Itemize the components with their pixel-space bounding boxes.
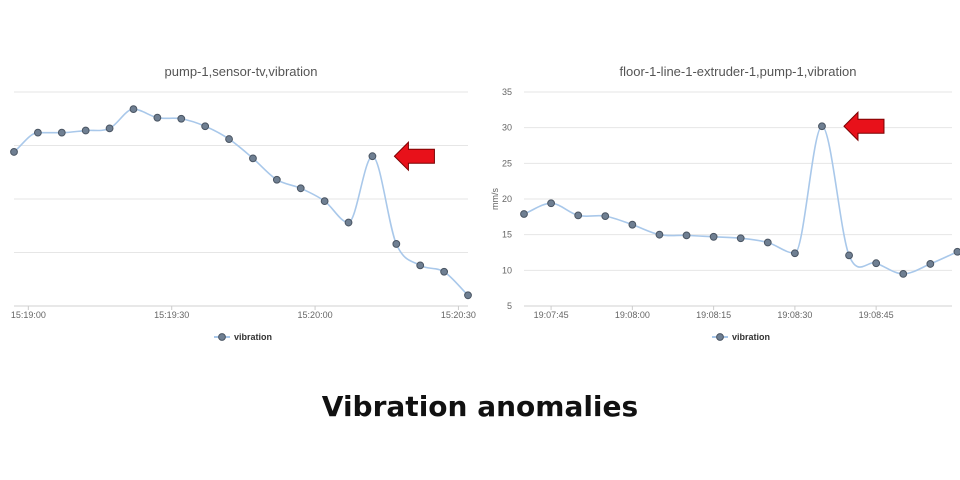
x-tick-label: 19:08:15 xyxy=(696,310,731,320)
y-axis-label: mm/s xyxy=(490,188,500,210)
data-point xyxy=(129,105,138,114)
data-point xyxy=(81,126,90,135)
arrow-shape xyxy=(393,140,435,172)
x-tick-label: 15:20:00 xyxy=(298,310,333,320)
y-tick-label: 20 xyxy=(502,194,512,204)
x-tick-label: 15:20:30 xyxy=(441,310,476,320)
data-point xyxy=(926,260,935,268)
data-point xyxy=(416,261,425,270)
legend-marker xyxy=(218,333,226,341)
series-line-vibration xyxy=(13,108,469,296)
data-point xyxy=(57,128,66,137)
y-tick-label: 10 xyxy=(502,265,512,275)
legend-item: vibration xyxy=(214,332,272,342)
x-tick-label: 15:19:00 xyxy=(11,310,46,320)
data-point xyxy=(818,122,826,131)
data-point xyxy=(601,212,610,221)
chart-title: floor-1-line-1-extruder-1,pump-1,vibrati… xyxy=(620,64,857,79)
chart-title: pump-1,sensor-tv,vibration xyxy=(165,64,318,79)
data-point xyxy=(628,220,637,229)
y-tick-label: 5 xyxy=(507,301,512,311)
legend-label: vibration xyxy=(234,332,272,342)
data-point xyxy=(249,154,257,163)
data-point xyxy=(105,124,114,133)
data-point xyxy=(368,152,377,161)
y-tick-label: 35 xyxy=(502,87,512,97)
data-point xyxy=(201,122,210,131)
x-tick-label: 19:07:45 xyxy=(534,310,569,320)
data-point xyxy=(763,238,772,247)
data-point xyxy=(464,291,472,300)
data-point xyxy=(10,148,18,156)
legend-marker xyxy=(716,333,724,341)
data-point xyxy=(547,199,555,208)
anomaly-arrow-icon xyxy=(393,140,435,172)
data-point xyxy=(153,113,162,122)
chart-panel-right: floor-1-line-1-extruder-1,pump-1,vibrati… xyxy=(480,0,960,360)
x-tick-label: 15:19:30 xyxy=(154,310,189,320)
anomaly-arrow-icon xyxy=(843,111,885,142)
vibration-chart-right: floor-1-line-1-extruder-1,pump-1,vibrati… xyxy=(490,64,960,342)
data-point xyxy=(574,211,583,220)
vibration-chart-left: pump-1,sensor-tv,vibration 15:19:00 15:19:… xyxy=(10,64,476,342)
y-tick-label: 25 xyxy=(502,158,512,168)
data-point xyxy=(33,128,42,137)
data-point xyxy=(177,114,186,123)
data-point xyxy=(655,230,664,239)
data-point xyxy=(953,247,960,256)
data-point xyxy=(392,240,401,248)
y-tick-label: 30 xyxy=(502,123,512,133)
data-point xyxy=(709,232,718,241)
arrow-shape xyxy=(843,111,885,142)
y-tick-label: 15 xyxy=(502,230,512,240)
data-point xyxy=(790,249,799,258)
data-point xyxy=(225,135,233,143)
data-point xyxy=(272,175,281,184)
data-point xyxy=(899,270,908,278)
data-point xyxy=(344,218,353,227)
data-point xyxy=(872,259,881,268)
data-point xyxy=(682,231,691,240)
data-point xyxy=(440,267,449,276)
chart-panel-left: pump-1,sensor-tv,vibration 15:19:00 15:19:… xyxy=(0,0,480,360)
x-tick-label: 19:08:30 xyxy=(777,310,812,320)
legend-label: vibration xyxy=(732,332,770,342)
x-tick-label: 19:08:45 xyxy=(859,310,894,320)
slide-caption: Vibration anomalies xyxy=(321,390,639,423)
data-point xyxy=(736,234,745,243)
legend-item: vibration xyxy=(712,332,770,342)
data-point xyxy=(845,251,853,260)
data-point xyxy=(520,210,528,218)
series-line-vibration xyxy=(523,125,958,275)
data-point xyxy=(296,184,305,193)
data-point xyxy=(320,197,329,206)
x-tick-label: 19:08:00 xyxy=(615,310,650,320)
